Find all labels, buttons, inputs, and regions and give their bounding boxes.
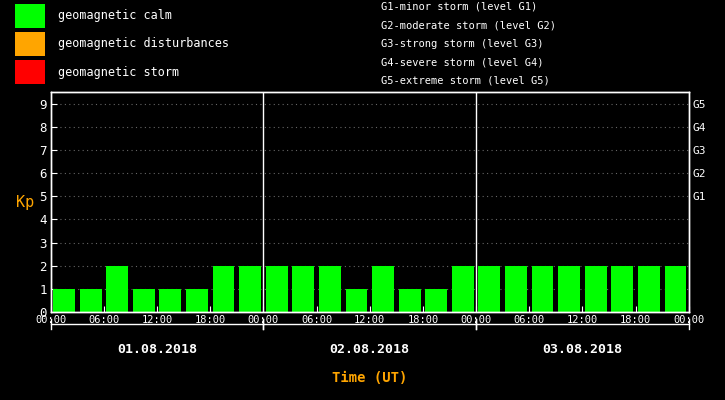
Text: G5-extreme storm (level G5): G5-extreme storm (level G5) xyxy=(381,76,550,86)
Bar xyxy=(239,266,261,312)
Bar xyxy=(53,289,75,312)
Bar xyxy=(80,289,102,312)
Bar xyxy=(452,266,473,312)
Text: Time (UT): Time (UT) xyxy=(332,371,407,385)
FancyBboxPatch shape xyxy=(14,32,45,56)
Text: G1-minor storm (level G1): G1-minor storm (level G1) xyxy=(381,2,537,12)
Y-axis label: Kp: Kp xyxy=(16,194,34,210)
Text: 03.08.2018: 03.08.2018 xyxy=(542,343,623,356)
Bar xyxy=(160,289,181,312)
Text: G2-moderate storm (level G2): G2-moderate storm (level G2) xyxy=(381,20,555,30)
Bar xyxy=(266,266,288,312)
Bar xyxy=(585,266,607,312)
Bar xyxy=(319,266,341,312)
Bar xyxy=(478,266,500,312)
Text: geomagnetic disturbances: geomagnetic disturbances xyxy=(58,38,229,50)
Bar xyxy=(638,266,660,312)
Text: G3-strong storm (level G3): G3-strong storm (level G3) xyxy=(381,39,543,49)
Bar xyxy=(505,266,527,312)
Bar xyxy=(372,266,394,312)
Bar xyxy=(531,266,553,312)
Text: geomagnetic storm: geomagnetic storm xyxy=(58,66,179,79)
Bar xyxy=(558,266,580,312)
Text: G4-severe storm (level G4): G4-severe storm (level G4) xyxy=(381,57,543,67)
Bar xyxy=(292,266,314,312)
Bar xyxy=(346,289,368,312)
Bar xyxy=(426,289,447,312)
FancyBboxPatch shape xyxy=(14,4,45,28)
Bar xyxy=(107,266,128,312)
Bar xyxy=(212,266,234,312)
FancyBboxPatch shape xyxy=(14,60,45,84)
Bar xyxy=(133,289,154,312)
Text: 02.08.2018: 02.08.2018 xyxy=(330,343,410,356)
Text: 01.08.2018: 01.08.2018 xyxy=(117,343,197,356)
Text: geomagnetic calm: geomagnetic calm xyxy=(58,9,172,22)
Bar xyxy=(186,289,208,312)
Bar xyxy=(399,289,420,312)
Bar xyxy=(665,266,687,312)
Bar xyxy=(611,266,633,312)
